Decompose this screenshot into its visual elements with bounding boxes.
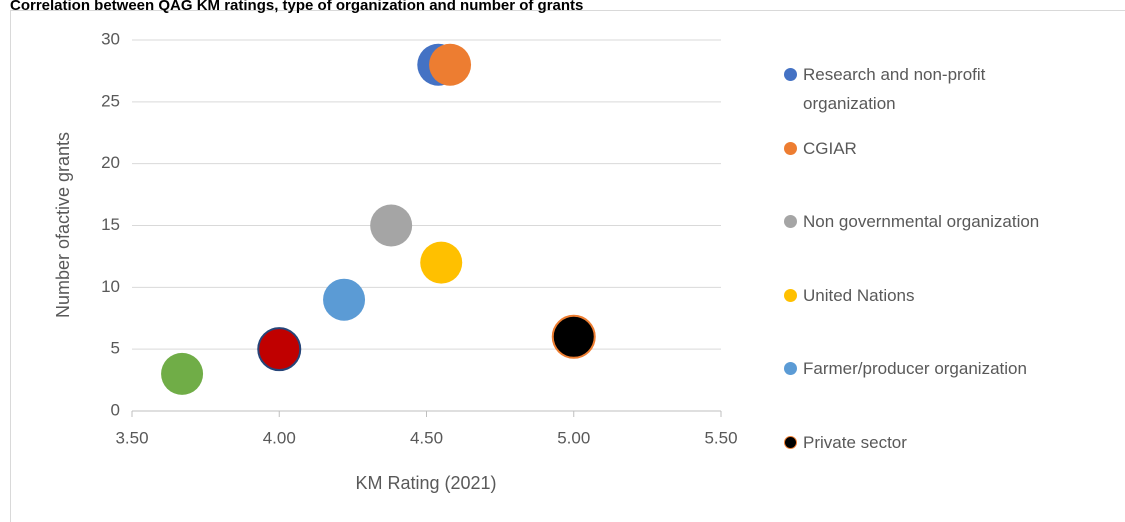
legend-item: Research and non-profit organization bbox=[780, 60, 1043, 118]
chart-title: Correlation between QAG KM ratings, type… bbox=[10, 0, 583, 14]
bubble bbox=[323, 278, 366, 321]
bubble bbox=[370, 204, 413, 247]
legend-label: CGIAR bbox=[803, 138, 857, 158]
y-tick-label: 5 bbox=[111, 339, 120, 358]
chart-frame bbox=[10, 10, 1125, 522]
x-tick-label: 3.50 bbox=[115, 428, 148, 447]
bubble bbox=[429, 43, 472, 86]
legend-item: Non governmental organization bbox=[780, 207, 1039, 236]
y-tick-label: 20 bbox=[101, 153, 120, 172]
y-tick-label: 25 bbox=[101, 91, 120, 110]
legend-item: United Nations bbox=[780, 281, 915, 310]
legend-label: Research and non-profit organization bbox=[803, 65, 986, 113]
legend-marker bbox=[784, 435, 797, 449]
x-tick-label: 4.50 bbox=[410, 428, 443, 447]
legend-label: Non governmental organization bbox=[803, 212, 1040, 231]
legend-marker bbox=[784, 141, 797, 155]
y-axis-title: Number ofactive grants bbox=[53, 132, 73, 318]
y-tick-label: 15 bbox=[101, 215, 120, 234]
y-tick-label: 0 bbox=[111, 400, 120, 419]
x-tick-label: 5.50 bbox=[704, 428, 737, 447]
x-tick-label: 5.00 bbox=[557, 428, 590, 447]
y-tick-label: 10 bbox=[101, 277, 120, 296]
bubble bbox=[420, 241, 463, 284]
x-axis-title: KM Rating (2021) bbox=[355, 473, 496, 493]
y-tick-label: 30 bbox=[101, 29, 120, 48]
legend-item: Private sector bbox=[780, 428, 907, 457]
legend-label: Private sector bbox=[803, 432, 907, 452]
bubble bbox=[257, 327, 302, 372]
legend-label: United Nations bbox=[803, 285, 915, 305]
bubble bbox=[551, 314, 596, 359]
legend-item: Farmer/producer organization bbox=[780, 354, 1027, 383]
legend-marker bbox=[784, 288, 797, 302]
legend-marker bbox=[784, 362, 797, 375]
legend-item: CGIAR bbox=[780, 134, 857, 163]
legend-marker bbox=[784, 68, 797, 81]
x-tick-label: 4.00 bbox=[263, 428, 296, 447]
legend-label: Farmer/producer organization bbox=[803, 359, 1027, 378]
bubble bbox=[161, 352, 204, 395]
legend-marker bbox=[784, 215, 797, 228]
